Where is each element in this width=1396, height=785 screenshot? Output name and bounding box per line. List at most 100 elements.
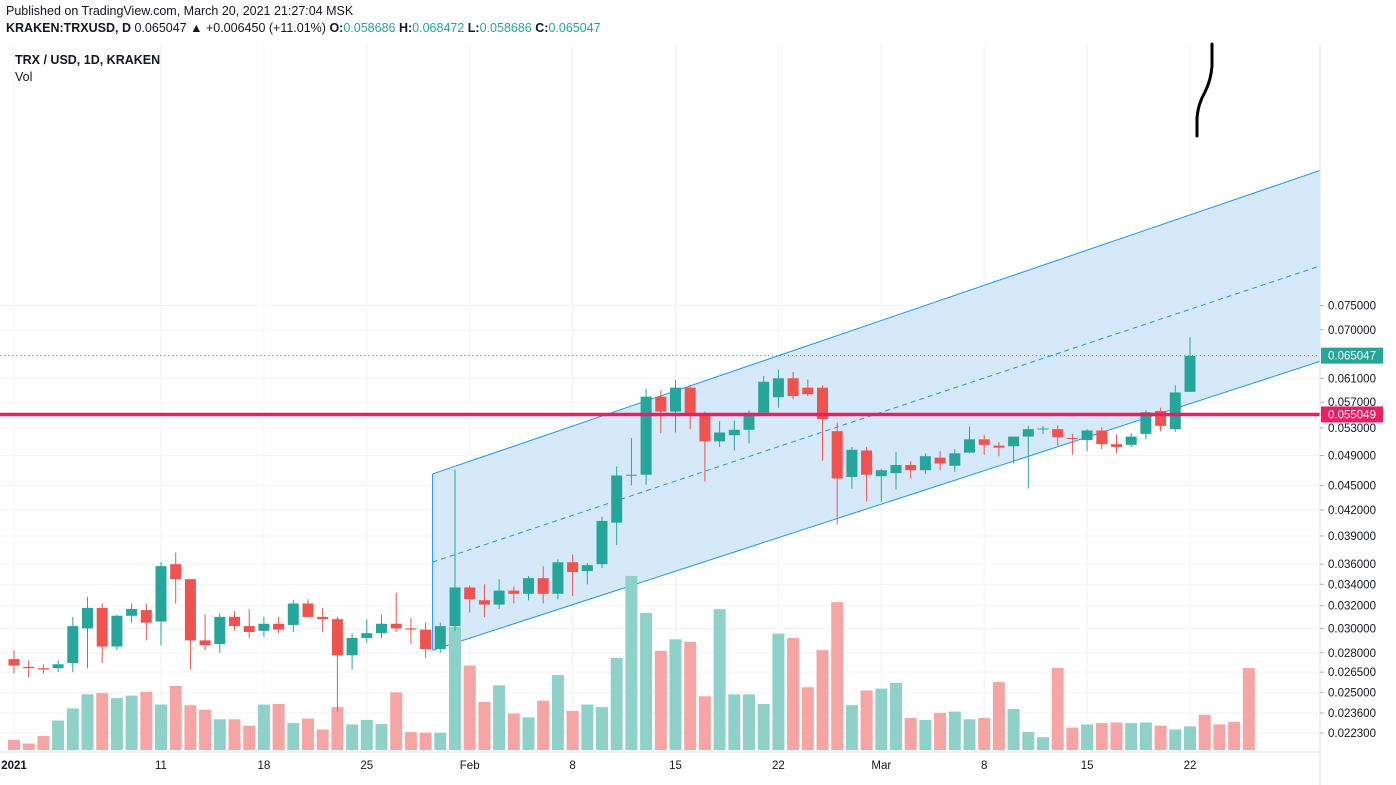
volume-bar (22, 743, 35, 750)
volume-bar (640, 613, 653, 750)
support-price-badge-label: 0.055049 (1328, 409, 1376, 421)
volume-bar (831, 602, 844, 750)
candle-body (155, 566, 167, 622)
volume-bar (978, 718, 991, 750)
volume-bar (1213, 724, 1226, 750)
candle-body (758, 381, 770, 413)
volume-bar (1125, 723, 1138, 750)
price-tick-label: 0.036000 (1328, 559, 1376, 571)
price-tick-label: 0.032000 (1328, 601, 1376, 613)
volume-bar (243, 725, 256, 750)
volume-bar (390, 692, 403, 750)
time-tick-label: 11 (155, 760, 167, 772)
volume-bar (449, 627, 461, 750)
candle-body (434, 626, 446, 650)
candle-body (949, 453, 961, 466)
candle-body (846, 449, 858, 478)
candle-body (1184, 355, 1196, 392)
candle-body (96, 607, 108, 647)
channel-median-line (432, 265, 1321, 563)
candle-body (111, 615, 123, 647)
channel-fill (432, 170, 1321, 651)
volume-bar (169, 686, 182, 750)
volume-bar (934, 712, 947, 750)
volume-bar (360, 719, 373, 750)
volume-legend[interactable]: Vol (15, 70, 33, 84)
price-tick-label: 0.030000 (1328, 623, 1376, 635)
volume-bar (1184, 726, 1196, 750)
candle-body (346, 637, 358, 656)
candle-body (699, 413, 711, 442)
volume-bar (287, 723, 300, 750)
price-tick-label: 0.023600 (1328, 708, 1376, 720)
volume-bar (1007, 709, 1020, 750)
volume-bar (1242, 668, 1255, 750)
volume-bar (698, 696, 711, 750)
candle-body (728, 429, 740, 436)
candle-body (1155, 410, 1167, 426)
symbol-label[interactable]: KRAKEN:TRXUSD, D (6, 21, 131, 35)
candle-body (1037, 428, 1049, 430)
candle-body (478, 600, 490, 605)
volume-bar (875, 688, 888, 750)
volume-bar (625, 575, 638, 750)
price-tick-label: 0.057000 (1328, 397, 1376, 409)
volume-bar (860, 690, 873, 750)
price-tick-label: 0.028000 (1328, 648, 1376, 660)
volume-bar (8, 739, 20, 750)
volume-bar (713, 609, 726, 750)
volume-bar (66, 708, 79, 750)
volume-bar (404, 732, 417, 750)
candle-body (361, 633, 373, 638)
candle-body (508, 590, 520, 594)
candle-body (1052, 429, 1064, 438)
volume-bar (1198, 714, 1211, 750)
volume-bar (845, 705, 858, 750)
volume-bar (184, 705, 197, 750)
candle-body (449, 587, 461, 627)
candle-body (273, 623, 285, 630)
price-tick-label: 0.039000 (1328, 531, 1376, 543)
projection-drawing (1195, 42, 1214, 138)
price-tick-label: 0.025000 (1328, 688, 1376, 700)
volume-bar (1022, 732, 1035, 750)
volume-bar (493, 685, 506, 750)
candle-body (23, 666, 35, 669)
time-tick-label: 15 (1081, 760, 1094, 772)
candle-body (67, 626, 79, 663)
candle-body (655, 396, 667, 412)
volume-bar (81, 694, 94, 750)
close-label: C: (535, 21, 549, 35)
time-tick-label: 15 (669, 760, 682, 772)
volume-bar (669, 639, 682, 750)
volume-bar (52, 720, 65, 750)
volume-bar (816, 650, 829, 750)
candle-body (376, 623, 387, 634)
candle-body (317, 616, 329, 620)
low-label: L: (467, 21, 480, 35)
candle-body (8, 659, 20, 666)
price-tick-label: 0.075000 (1328, 300, 1376, 312)
price-tick-label: 0.034000 (1328, 579, 1376, 591)
volume-bar (96, 693, 109, 750)
volume-bar (1037, 737, 1049, 750)
candle-body (184, 579, 196, 641)
volume-bar (566, 710, 579, 750)
candle-body (170, 564, 182, 580)
candle-body (331, 619, 343, 656)
volume-bar (228, 719, 241, 750)
volume-bar (302, 718, 314, 750)
chart-legend-title[interactable]: TRX / USD, 1D, KRAKEN (15, 53, 161, 67)
volume-bar (801, 687, 814, 750)
candle-body (1008, 436, 1020, 447)
volume-bar (434, 732, 447, 750)
candle-body (1022, 429, 1034, 437)
volume-bar (743, 694, 755, 750)
candle-body (405, 628, 417, 630)
support-price-badge (1321, 406, 1383, 423)
volume-bar (257, 704, 270, 750)
volume-bar (155, 704, 167, 750)
volume-bar (125, 695, 138, 750)
high-label: H: (398, 21, 413, 35)
